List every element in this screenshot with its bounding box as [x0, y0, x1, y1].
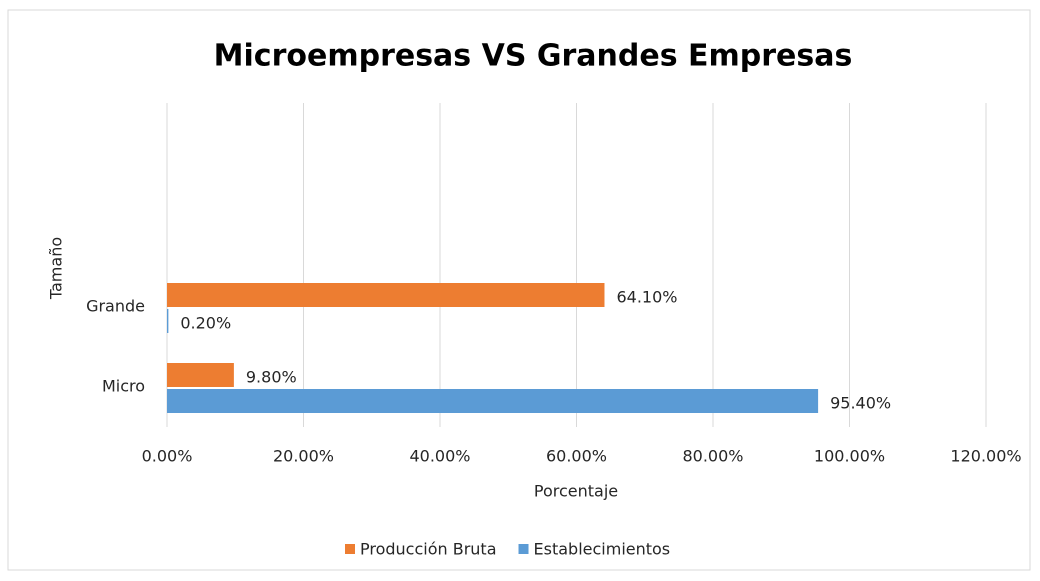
legend-swatch [345, 544, 355, 554]
x-tick-label: 40.00% [409, 447, 470, 466]
legend-swatch [518, 544, 529, 554]
x-tick-label: 120.00% [950, 447, 1021, 466]
x-tick-label: 80.00% [682, 447, 743, 466]
legend-label: Establecimientos [534, 540, 671, 559]
chart-title: Microempresas VS Grandes Empresas [214, 39, 853, 74]
value-label: 64.10% [616, 288, 677, 307]
bar [167, 283, 605, 307]
x-tick-label: 20.00% [273, 447, 334, 466]
x-tick-label: 0.00% [142, 447, 193, 466]
x-tick-label: 100.00% [814, 447, 885, 466]
bar [167, 389, 819, 413]
y-tick-label: Micro [102, 377, 145, 396]
value-label: 95.40% [830, 394, 891, 413]
legend-label: Producción Bruta [360, 540, 497, 559]
value-label: 9.80% [246, 368, 297, 387]
y-tick-label: Grande [86, 297, 145, 316]
x-tick-label: 60.00% [546, 447, 607, 466]
x-axis-label: Porcentaje [534, 482, 618, 501]
bar [167, 309, 169, 333]
value-label: 0.20% [180, 314, 231, 333]
bar [167, 363, 234, 387]
y-axis-label: Tamaño [47, 237, 66, 300]
